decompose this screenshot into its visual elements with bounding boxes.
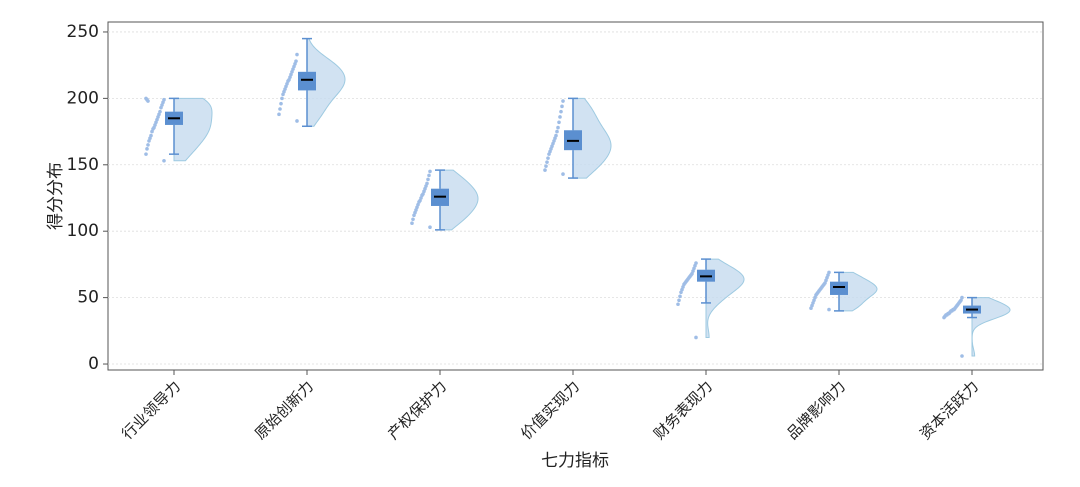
data-point xyxy=(554,133,558,138)
data-point xyxy=(158,109,162,114)
data-point xyxy=(960,295,964,300)
plot-frame xyxy=(107,21,1044,371)
x-tick-label: 品牌影响力 xyxy=(783,377,849,443)
data-point xyxy=(162,159,166,163)
x-tick-label: 资本活跃力 xyxy=(916,377,982,443)
data-point xyxy=(556,125,560,130)
box xyxy=(298,71,316,91)
data-point xyxy=(557,120,561,125)
box xyxy=(830,281,848,295)
data-point xyxy=(425,181,429,186)
violin xyxy=(705,258,745,338)
data-point xyxy=(277,112,281,117)
data-point xyxy=(561,99,565,103)
violin xyxy=(439,169,479,231)
data-point xyxy=(426,177,430,182)
data-point xyxy=(280,96,284,101)
data-point xyxy=(560,104,564,109)
data-point xyxy=(555,129,559,134)
x-tick-label: 行业领导力 xyxy=(118,377,184,443)
y-tick-label: 250 xyxy=(67,22,99,42)
data-point xyxy=(427,173,431,178)
data-point xyxy=(279,101,283,106)
violin xyxy=(838,271,878,312)
x-tick-label: 产权保护力 xyxy=(384,377,450,443)
data-point xyxy=(149,133,153,138)
x-tick-label: 财务表现力 xyxy=(650,377,716,443)
data-point xyxy=(694,261,698,265)
data-point xyxy=(543,168,547,172)
data-point xyxy=(278,107,282,111)
data-point xyxy=(546,156,550,160)
data-point xyxy=(545,160,549,164)
data-point xyxy=(694,335,698,340)
data-point xyxy=(544,164,548,168)
data-point xyxy=(561,172,565,176)
data-point xyxy=(295,52,299,57)
violin xyxy=(306,38,346,127)
data-point xyxy=(144,152,148,156)
y-tick-label: 150 xyxy=(67,155,99,175)
x-tick-label: 价值实现力 xyxy=(517,377,583,443)
x-axis-title: 七力指标 xyxy=(541,451,609,471)
y-tick-label: 100 xyxy=(67,221,99,241)
data-point xyxy=(827,307,831,312)
data-point xyxy=(676,302,680,307)
y-axis-title: 得分分布 xyxy=(46,162,66,230)
data-point xyxy=(146,143,150,147)
data-point xyxy=(559,109,563,114)
data-point xyxy=(294,59,298,63)
data-point xyxy=(428,225,432,230)
y-tick-label: 50 xyxy=(77,288,99,308)
data-point xyxy=(410,221,414,226)
data-point xyxy=(960,354,964,358)
y-tick-label: 200 xyxy=(67,88,99,108)
data-point xyxy=(678,294,682,299)
violin xyxy=(173,97,213,162)
data-point xyxy=(411,217,415,222)
x-tick-label: 原始创新力 xyxy=(251,377,317,443)
data-point xyxy=(558,115,562,119)
data-point xyxy=(145,147,149,151)
violin xyxy=(572,97,612,179)
data-point xyxy=(677,298,681,303)
data-point xyxy=(827,270,831,275)
data-point xyxy=(428,169,432,174)
y-tick-label: 0 xyxy=(88,354,99,374)
data-point xyxy=(295,119,299,123)
data-point xyxy=(146,99,150,103)
violin xyxy=(971,297,1011,357)
data-point xyxy=(162,97,166,102)
